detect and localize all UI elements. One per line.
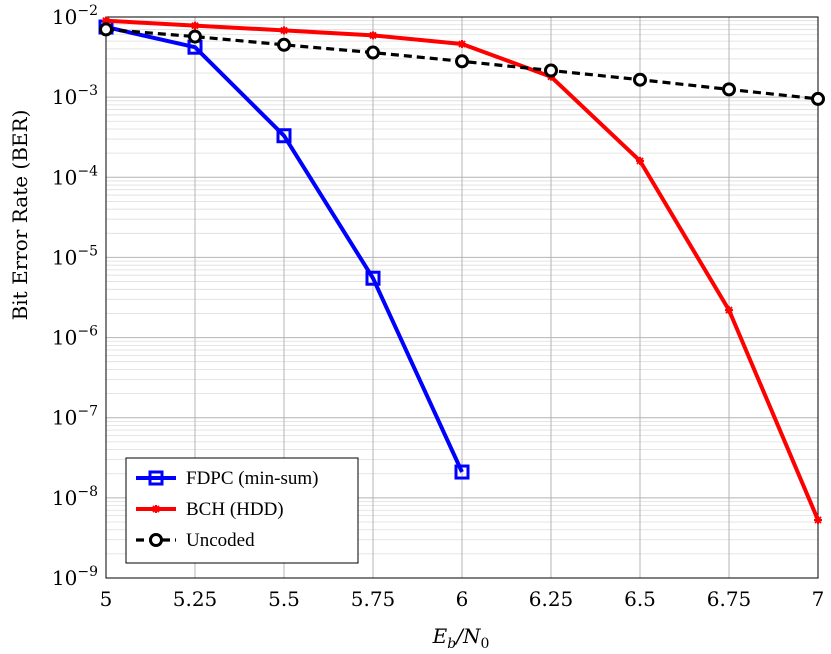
y-tick-exponent: −2 [77,3,98,19]
series-line-fdpc-min-sum [105,25,464,473]
point-uncoded-marker [277,37,291,52]
legend-label: BCH (HDD) [186,499,284,520]
tick-labels: 5 5.25 5.5 5.75 6 6.25 6.5 6.75 710−210−310−410−… [52,3,824,611]
y-tick-base: 10 [52,566,77,590]
x-tick-label: 6.25 [529,587,574,611]
y-tick-exponent: −3 [77,83,98,99]
x-axis-label-base: E [432,624,448,648]
y-tick-label: 10−4 [52,163,98,189]
point-uncoded-marker [722,82,736,97]
y-tick-label: 10−8 [52,484,98,510]
point-uncoded-marker [188,29,202,44]
point-bch-hdd-marker [814,515,822,524]
point-bch-hdd-marker [458,40,466,49]
y-tick-label: 10−5 [52,243,98,269]
y-tick-base: 10 [52,85,77,109]
legend-label: FDPC (min-sum) [186,468,319,489]
point-uncoded-marker [366,45,380,60]
y-tick-base: 10 [52,486,77,510]
point-fdpc-min-sum-marker [454,464,470,480]
point-bch-hdd-marker [102,16,110,25]
series-bch-hdd [102,16,822,524]
legend-marker [148,470,164,486]
y-tick-label: 10−6 [52,324,98,350]
y-tick-base: 10 [52,165,77,189]
legend-marker [152,505,160,513]
plot-frame [105,16,819,579]
legend-label: Uncoded [186,530,255,551]
y-tick-exponent: −9 [77,564,98,580]
point-fdpc-min-sum-marker [276,128,292,144]
point-uncoded-marker [99,22,113,37]
y-tick-exponent: −5 [77,243,98,259]
x-tick-label: 5 [100,587,113,611]
legend-item-bch-hdd: BCH (HDD) [136,499,284,520]
x-axis-label-slash: /N [454,624,482,648]
y-tick-base: 10 [52,5,77,29]
legend: FDPC (min-sum) BCH (HDD) Uncoded [125,457,359,564]
y-tick-base: 10 [52,406,77,430]
legend-item-fdpc-min-sum: FDPC (min-sum) [136,468,319,489]
y-tick-exponent: −4 [77,163,98,179]
legend-marker [149,533,163,547]
y-tick-label: 10−9 [52,564,98,590]
x-axis-label: Eb/N0 [432,624,490,652]
point-uncoded-marker [811,91,825,106]
series-uncoded [99,22,825,106]
plot-frame-group [105,16,819,579]
point-bch-hdd-marker [636,156,644,165]
point-bch-hdd-marker [191,21,199,30]
point-uncoded-marker [455,54,469,69]
y-tick-exponent: −6 [77,324,98,340]
legend-item-uncoded: Uncoded [136,530,255,551]
x-tick-label: 5.25 [173,587,218,611]
x-tick-label: 6.5 [624,587,656,611]
x-tick-label: 6.75 [707,587,752,611]
point-uncoded-marker [544,63,558,78]
x-axis-label-sub2: 0 [480,636,489,652]
x-tick-label: 7 [812,587,825,611]
x-tick-label: 5.5 [268,587,300,611]
x-tick-label: 6 [456,587,469,611]
series-fdpc-min-sum [98,19,470,480]
y-axis-label: Bit Error Rate (BER) [8,110,32,321]
point-uncoded-marker [633,72,647,87]
y-tick-exponent: −7 [77,404,98,420]
point-bch-hdd-marker [369,31,377,40]
y-tick-label: 10−2 [52,3,98,29]
y-tick-base: 10 [52,245,77,269]
point-bch-hdd-marker [725,306,733,315]
x-axis-label-sub1: b [447,636,456,652]
y-tick-label: 10−7 [52,404,98,430]
y-tick-base: 10 [52,326,77,350]
point-bch-hdd-marker [280,26,288,35]
series-group [98,16,825,524]
point-fdpc-min-sum-marker [365,270,381,286]
y-tick-label: 10−3 [52,83,98,109]
x-tick-label: 5.75 [351,587,396,611]
y-tick-exponent: −8 [77,484,98,500]
